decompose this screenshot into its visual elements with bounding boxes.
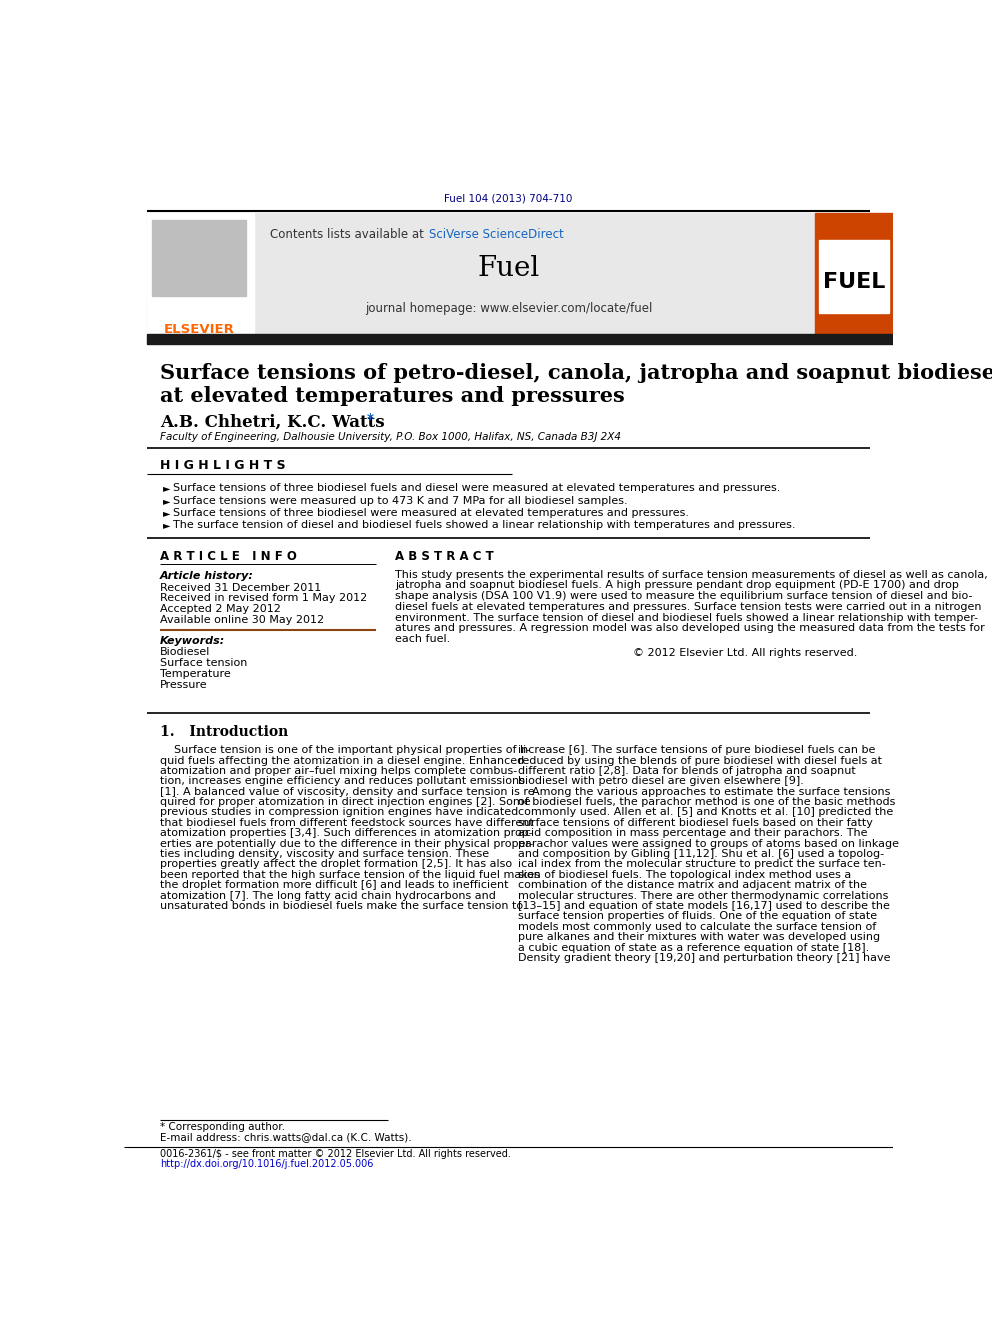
Text: Surface tensions were measured up to 473 K and 7 MPa for all biodiesel samples.: Surface tensions were measured up to 473… [173,496,628,505]
Text: This study presents the experimental results of surface tension measurements of : This study presents the experimental res… [395,570,988,579]
Text: Biodiesel: Biodiesel [160,647,210,658]
Text: ical index from the molecular structure to predict the surface ten-: ical index from the molecular structure … [518,860,886,869]
Text: ELSEVIER: ELSEVIER [164,323,235,336]
Text: [13–15] and equation of state models [16,17] used to describe the: [13–15] and equation of state models [16… [518,901,890,912]
Text: sion of biodiesel fuels. The topological index method uses a: sion of biodiesel fuels. The topological… [518,869,851,880]
Text: the droplet formation more difficult [6] and leads to inefficient: the droplet formation more difficult [6]… [160,880,508,890]
Text: atures and pressures. A regression model was also developed using the measured d: atures and pressures. A regression model… [395,623,985,634]
Text: ►: ► [163,520,171,531]
Text: ►: ► [163,508,171,519]
Text: pure alkanes and their mixtures with water was developed using: pure alkanes and their mixtures with wat… [518,933,880,942]
Text: surface tension properties of fluids. One of the equation of state: surface tension properties of fluids. On… [518,912,877,921]
Text: 0016-2361/$ - see front matter © 2012 Elsevier Ltd. All rights reserved.: 0016-2361/$ - see front matter © 2012 El… [160,1148,511,1159]
Text: © 2012 Elsevier Ltd. All rights reserved.: © 2012 Elsevier Ltd. All rights reserved… [633,648,857,658]
Text: A.B. Chhetri, K.C. Watts: A.B. Chhetri, K.C. Watts [160,414,384,430]
Text: [1]. A balanced value of viscosity, density and surface tension is re-: [1]. A balanced value of viscosity, dens… [160,787,539,796]
Text: surface tensions of different biodiesel fuels based on their fatty: surface tensions of different biodiesel … [518,818,873,828]
Text: Surface tension is one of the important physical properties of li-: Surface tension is one of the important … [160,745,530,755]
Text: Contents lists available at: Contents lists available at [270,228,428,241]
Text: *: * [362,413,374,427]
Bar [819,239,889,312]
Text: unsaturated bonds in biodiesel fuels make the surface tension to: unsaturated bonds in biodiesel fuels mak… [160,901,523,912]
Text: previous studies in compression ignition engines have indicated: previous studies in compression ignition… [160,807,518,818]
Text: Density gradient theory [19,20] and perturbation theory [21] have: Density gradient theory [19,20] and pert… [518,953,890,963]
Bar [147,213,815,336]
Text: Article history:: Article history: [160,572,254,581]
Text: parachor values were assigned to groups of atoms based on linkage: parachor values were assigned to groups … [518,839,899,848]
Text: Accepted 2 May 2012: Accepted 2 May 2012 [160,605,281,614]
Text: http://dx.doi.org/10.1016/j.fuel.2012.05.006: http://dx.doi.org/10.1016/j.fuel.2012.05… [160,1159,373,1168]
Text: that biodiesel fuels from different feedstock sources have different: that biodiesel fuels from different feed… [160,818,534,828]
Text: A R T I C L E   I N F O: A R T I C L E I N F O [160,549,297,562]
Text: Pressure: Pressure [160,680,207,689]
Text: * Corresponding author.: * Corresponding author. [160,1122,285,1131]
Text: The surface tension of diesel and biodiesel fuels showed a linear relationship w: The surface tension of diesel and biodie… [173,520,796,531]
Text: FUEL: FUEL [822,273,885,292]
Text: tion, increases engine efficiency and reduces pollutant emissions: tion, increases engine efficiency and re… [160,777,525,786]
Text: each fuel.: each fuel. [395,634,450,644]
Text: shape analysis (DSA 100 V1.9) were used to measure the equilibrium surface tensi: shape analysis (DSA 100 V1.9) were used … [395,591,973,601]
Text: Fuel: Fuel [477,255,540,282]
Text: acid composition in mass percentage and their parachors. The: acid composition in mass percentage and … [518,828,867,839]
Text: models most commonly used to calculate the surface tension of: models most commonly used to calculate t… [518,922,876,931]
Text: Among the various approaches to estimate the surface tensions: Among the various approaches to estimate… [518,787,890,796]
Text: Available online 30 May 2012: Available online 30 May 2012 [160,615,323,624]
Text: Surface tensions of three biodiesel fuels and diesel were measured at elevated t: Surface tensions of three biodiesel fuel… [173,483,780,493]
Text: ties including density, viscosity and surface tension. These: ties including density, viscosity and su… [160,849,489,859]
Text: Surface tensions of three biodiesel were measured at elevated temperatures and p: Surface tensions of three biodiesel were… [173,508,688,519]
Text: biodiesel with petro diesel are given elsewhere [9].: biodiesel with petro diesel are given el… [518,777,804,786]
Text: H I G H L I G H T S: H I G H L I G H T S [160,459,286,472]
Text: Surface tension: Surface tension [160,658,247,668]
Bar [815,213,893,336]
Text: properties greatly affect the droplet formation [2,5]. It has also: properties greatly affect the droplet fo… [160,860,512,869]
Text: been reported that the high surface tension of the liquid fuel makes: been reported that the high surface tens… [160,869,540,880]
Text: increase [6]. The surface tensions of pure biodiesel fuels can be: increase [6]. The surface tensions of pu… [518,745,875,755]
Bar [152,221,246,296]
Text: 1.   Introduction: 1. Introduction [160,725,288,740]
Text: Temperature: Temperature [160,669,230,679]
Text: Faculty of Engineering, Dalhousie University, P.O. Box 1000, Halifax, NS, Canada: Faculty of Engineering, Dalhousie Univer… [160,433,621,442]
Text: journal homepage: www.elsevier.com/locate/fuel: journal homepage: www.elsevier.com/locat… [365,303,652,315]
Text: Received in revised form 1 May 2012: Received in revised form 1 May 2012 [160,594,367,603]
Text: environment. The surface tension of diesel and biodiesel fuels showed a linear r: environment. The surface tension of dies… [395,613,978,623]
Text: combination of the distance matrix and adjacent matrix of the: combination of the distance matrix and a… [518,880,867,890]
Text: commonly used. Allen et al. [5] and Knotts et al. [10] predicted the: commonly used. Allen et al. [5] and Knot… [518,807,893,818]
Text: atomization properties [3,4]. Such differences in atomization prop-: atomization properties [3,4]. Such diffe… [160,828,533,839]
Text: different ratio [2,8]. Data for blends of jatropha and soapnut: different ratio [2,8]. Data for blends o… [518,766,855,775]
Text: jatropha and soapnut biodiesel fuels. A high pressure pendant drop equipment (PD: jatropha and soapnut biodiesel fuels. A … [395,581,959,590]
Text: diesel fuels at elevated temperatures and pressures. Surface tension tests were : diesel fuels at elevated temperatures an… [395,602,982,613]
Text: Keywords:: Keywords: [160,636,225,646]
Text: Surface tensions of petro-diesel, canola, jatropha and soapnut biodiesel fuels: Surface tensions of petro-diesel, canola… [160,363,992,382]
Text: ►: ► [163,496,171,505]
Text: quired for proper atomization in direct injection engines [2]. Some: quired for proper atomization in direct … [160,796,531,807]
Text: molecular structures. There are other thermodynamic correlations: molecular structures. There are other th… [518,890,888,901]
Text: atomization and proper air–fuel mixing helps complete combus-: atomization and proper air–fuel mixing h… [160,766,517,775]
Text: SciVerse ScienceDirect: SciVerse ScienceDirect [429,228,563,241]
Text: and composition by Gibling [11,12]. Shu et al. [6] used a topolog-: and composition by Gibling [11,12]. Shu … [518,849,884,859]
Text: of biodiesel fuels, the parachor method is one of the basic methods: of biodiesel fuels, the parachor method … [518,796,895,807]
Text: Fuel 104 (2013) 704-710: Fuel 104 (2013) 704-710 [444,193,572,204]
Text: quid fuels affecting the atomization in a diesel engine. Enhanced: quid fuels affecting the atomization in … [160,755,524,766]
Text: a cubic equation of state as a reference equation of state [18].: a cubic equation of state as a reference… [518,942,869,953]
Text: Received 31 December 2011: Received 31 December 2011 [160,582,320,593]
Text: E-mail address: chris.watts@dal.ca (K.C. Watts).: E-mail address: chris.watts@dal.ca (K.C.… [160,1131,412,1142]
Text: ►: ► [163,483,171,493]
Text: erties are potentially due to the difference in their physical proper-: erties are potentially due to the differ… [160,839,533,848]
Text: reduced by using the blends of pure biodiesel with diesel fuels at: reduced by using the blends of pure biod… [518,755,882,766]
Text: atomization [7]. The long fatty acid chain hydrocarbons and: atomization [7]. The long fatty acid cha… [160,890,496,901]
Bar [147,335,893,344]
Bar [147,213,254,336]
Text: at elevated temperatures and pressures: at elevated temperatures and pressures [160,386,624,406]
Text: A B S T R A C T: A B S T R A C T [395,549,494,562]
